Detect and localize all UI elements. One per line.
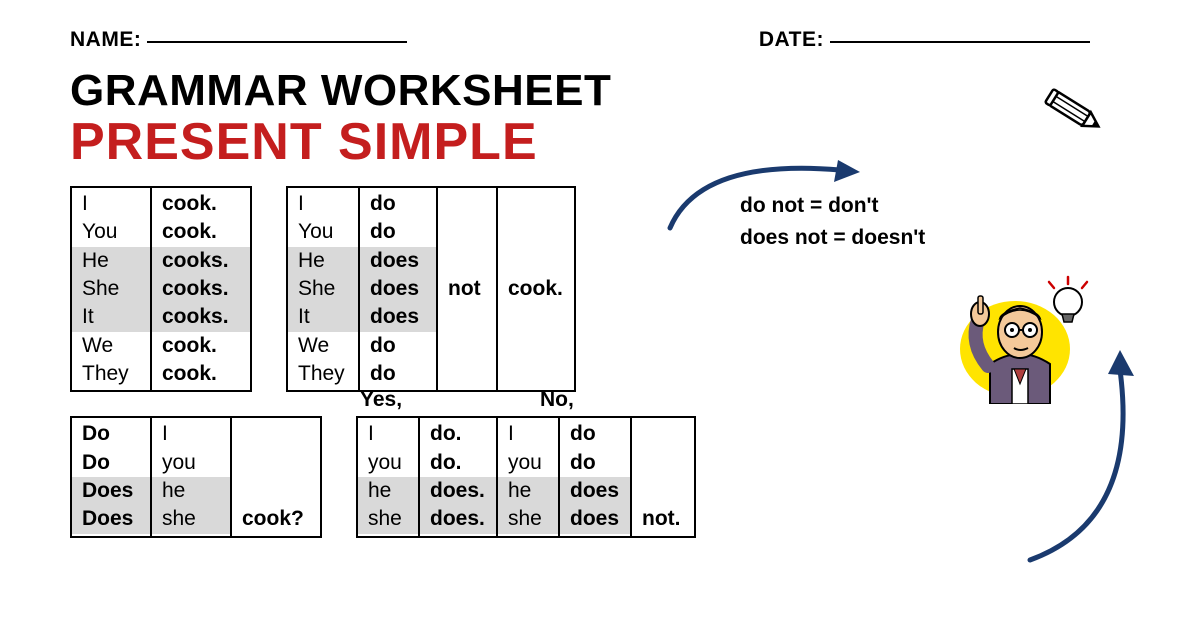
name-label: NAME:: [70, 28, 407, 52]
affirmative-table: IYouHeSheItWeTheycook.cook.cooks.cooks.c…: [70, 186, 252, 392]
answer-table: Iyouheshedo.do.does.does.Iyouheshedododo…: [356, 416, 696, 537]
worksheet-title: GRAMMAR WORKSHEET: [70, 66, 1130, 116]
question-table: DoDoDoesDoesIyouheshecook?: [70, 416, 322, 537]
arrow-icon: [660, 148, 880, 238]
yes-label: Yes,: [360, 388, 402, 412]
negative-table: IYouHeSheItWeTheydododoesdoesdoesdodonot…: [286, 186, 576, 392]
date-label: DATE:: [759, 28, 1090, 52]
pencil-icon: [1040, 86, 1110, 141]
no-label: No,: [540, 388, 574, 412]
worksheet-subtitle: PRESENT SIMPLE: [70, 112, 1130, 172]
teacher-clipart-icon: [950, 274, 1100, 404]
